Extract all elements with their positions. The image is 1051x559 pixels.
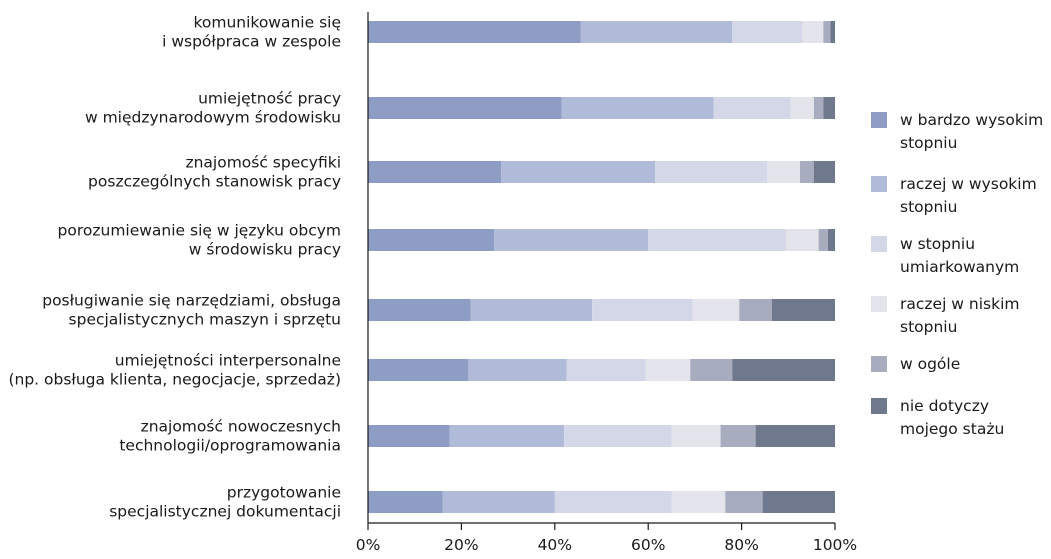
- bar-segment-row1-series2: [713, 97, 791, 119]
- bar-segment-row7-series1: [442, 491, 555, 513]
- bar-segment-row5-series4: [690, 359, 733, 381]
- category-labels: komunikowanie się i współpraca w zespole u…: [8, 14, 341, 521]
- legend-swatch: [871, 296, 887, 312]
- bar-segment-row7-series2: [554, 491, 672, 513]
- bar-segment-row1-series1: [561, 97, 714, 119]
- bar-segment-row1-series3: [790, 97, 814, 119]
- bar-segment-row3-series2: [648, 229, 786, 251]
- bar-segment-row3-series4: [818, 229, 828, 251]
- bar-segment-row4-series3: [692, 299, 740, 321]
- bar-segment-row7-series4: [725, 491, 763, 513]
- bar-segment-row7-series3: [671, 491, 726, 513]
- legend-swatch: [871, 176, 887, 192]
- bar-segment-row6-series4: [720, 425, 756, 447]
- bar-segment-row5-series0: [368, 359, 469, 381]
- bar-segment-row6-series2: [564, 425, 672, 447]
- x-tick-label: 0%: [356, 536, 381, 554]
- bar-segment-row2-series5: [813, 161, 835, 183]
- legend-swatch: [871, 236, 887, 252]
- bar-segment-row4-series1: [470, 299, 593, 321]
- bar-segment-row0-series0: [368, 21, 581, 43]
- bar-segment-row3-series3: [785, 229, 819, 251]
- category-label: komunikowanie się i współpraca w zespole: [162, 14, 341, 51]
- bar-segment-row5-series5: [732, 359, 835, 381]
- category-label: umiejętności interpersonalne (np. obsługa…: [8, 352, 341, 389]
- bar-segment-row2-series3: [767, 161, 800, 183]
- bar-segment-row2-series4: [799, 161, 814, 183]
- legend-label: w ogóle: [900, 355, 960, 373]
- bar-segment-row0-series4: [823, 21, 831, 43]
- category-label: przygotowanie specjalistycznej dokumentac…: [109, 484, 341, 521]
- bar-segment-row2-series1: [501, 161, 656, 183]
- bar-segment-row1-series5: [823, 97, 835, 119]
- x-tick-label: 60%: [631, 536, 665, 554]
- legend-label: w bardzo wysokim stopniu: [900, 111, 1043, 152]
- bar-segment-row0-series1: [580, 21, 733, 43]
- legend-label: raczej w wysokim stopniu: [900, 175, 1037, 216]
- bar-segment-row3-series5: [828, 229, 835, 251]
- x-tick-label: 80%: [724, 536, 758, 554]
- legend-label: w stopniu umiarkowanym: [900, 235, 1019, 276]
- bar-segment-row2-series0: [368, 161, 502, 183]
- bar-segment-row6-series0: [368, 425, 450, 447]
- category-label: znajomość specyfiki poszczególnych stanow…: [88, 154, 341, 191]
- legend-label: nie dotyczy mojego stażu: [900, 397, 1004, 438]
- bar-segment-row4-series5: [771, 299, 835, 321]
- category-label: znajomość nowoczesnych technologii/oprogr…: [119, 418, 341, 455]
- bar-segment-row4-series2: [592, 299, 693, 321]
- bar-segment-row4-series4: [739, 299, 772, 321]
- bar-segment-row0-series3: [802, 21, 824, 43]
- bar-segment-row6-series3: [671, 425, 721, 447]
- legend-swatch: [871, 398, 887, 414]
- bars-layer: [368, 21, 835, 513]
- x-tick-label: 40%: [538, 536, 572, 554]
- bar-segment-row1-series0: [368, 97, 562, 119]
- category-label: posługiwanie się narzędziami, obsługa spe…: [42, 292, 341, 329]
- legend: w bardzo wysokim stopniu raczej w wysokim s…: [871, 111, 1043, 438]
- bar-segment-row1-series4: [813, 97, 824, 119]
- legend-swatch: [871, 112, 887, 128]
- bar-segment-row7-series0: [368, 491, 443, 513]
- bar-segment-row3-series0: [368, 229, 495, 251]
- bar-segment-row3-series1: [494, 229, 649, 251]
- legend-label: raczej w niskim stopniu: [900, 295, 1020, 336]
- bar-segment-row5-series2: [566, 359, 646, 381]
- bar-segment-row5-series3: [645, 359, 691, 381]
- bar-segment-row6-series5: [755, 425, 835, 447]
- category-label: umiejętność pracy w międzynarodowym środo…: [85, 90, 341, 127]
- x-tick-label: 100%: [813, 536, 857, 554]
- x-tick-label: 20%: [444, 536, 478, 554]
- category-label: porozumiewanie się w języku obcym w środo…: [58, 222, 341, 259]
- bar-segment-row7-series5: [762, 491, 835, 513]
- bar-segment-row6-series1: [449, 425, 565, 447]
- bar-segment-row0-series5: [830, 21, 835, 43]
- bar-segment-row4-series0: [368, 299, 471, 321]
- x-axis-ticks: 0% 20% 40% 60% 80% 100%: [356, 523, 857, 554]
- bar-segment-row5-series1: [468, 359, 567, 381]
- legend-swatch: [871, 356, 887, 372]
- bar-segment-row0-series2: [732, 21, 803, 43]
- bar-segment-row2-series2: [655, 161, 768, 183]
